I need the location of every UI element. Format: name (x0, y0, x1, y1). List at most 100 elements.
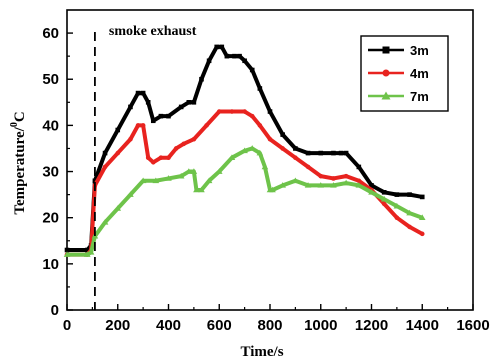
data-point (330, 182, 337, 188)
series-line (67, 44, 423, 252)
data-point (140, 123, 146, 128)
legend-label: 4m (410, 66, 429, 81)
data-point (356, 164, 362, 170)
data-point (305, 164, 311, 170)
data-point (394, 215, 400, 220)
data-point (407, 192, 412, 197)
legend-item-7m: 7m (368, 89, 429, 104)
data-point (318, 173, 324, 179)
data-point (257, 86, 263, 91)
series-4m (64, 109, 425, 257)
data-point (186, 100, 192, 105)
data-point (145, 155, 151, 160)
data-point (304, 182, 312, 188)
y-tick-label: 10 (42, 256, 59, 273)
data-point (393, 202, 401, 209)
x-tick-label: 1600 (456, 317, 489, 334)
data-point (216, 109, 222, 114)
data-point (317, 182, 325, 188)
axis-layer: 0 200 400 600 800 1000 1200 1400 1600 0 10 20 30 40 50… (42, 25, 489, 334)
data-point (224, 53, 230, 59)
legend-swatch-marker (382, 69, 390, 77)
data-point (331, 176, 336, 181)
data-point (261, 163, 269, 170)
data-point (145, 100, 151, 105)
data-point (92, 178, 98, 184)
data-point (84, 251, 91, 257)
legend-box (360, 35, 449, 112)
data-point (127, 191, 134, 197)
data-point (128, 104, 133, 110)
data-point (150, 118, 156, 124)
data-point (115, 127, 121, 133)
legend-item-3m: 3m (368, 43, 429, 58)
legend-label: 3m (410, 43, 429, 58)
data-point (368, 189, 375, 195)
data-point (135, 123, 141, 128)
data-point (279, 182, 286, 188)
data-point (356, 178, 362, 184)
series-line (67, 146, 423, 257)
legend-item-4m: 4m (368, 66, 429, 81)
series-layer (63, 44, 426, 257)
data-point (215, 168, 223, 174)
data-point (267, 136, 273, 142)
data-point (280, 132, 285, 137)
data-point (87, 249, 95, 255)
data-point (249, 113, 255, 119)
data-point (64, 247, 70, 253)
data-point (102, 150, 108, 156)
data-point (205, 177, 213, 184)
data-point (406, 209, 413, 216)
y-tick-label: 20 (42, 210, 59, 227)
data-point (249, 67, 255, 73)
data-point (257, 123, 263, 128)
y-tick-label: 0 (51, 302, 59, 319)
data-point (241, 147, 248, 154)
data-point (158, 113, 164, 119)
x-tick-label: 800 (257, 317, 282, 334)
data-point (128, 136, 133, 142)
data-point (232, 53, 237, 59)
data-point (419, 231, 425, 237)
data-point (355, 182, 363, 188)
data-point (343, 173, 349, 179)
data-point (305, 150, 311, 156)
data-point (199, 76, 204, 82)
data-point (191, 136, 197, 142)
data-point (102, 164, 108, 170)
data-point (204, 123, 209, 128)
data-point (115, 150, 121, 156)
data-point (150, 160, 156, 165)
data-point (292, 177, 299, 184)
data-point (85, 247, 90, 253)
data-point (214, 44, 220, 50)
data-point (152, 177, 160, 184)
legend-swatch-marker (382, 46, 390, 54)
data-point (185, 168, 193, 174)
data-point (173, 146, 179, 151)
data-point (140, 90, 146, 96)
data-point (280, 146, 285, 151)
data-point (267, 109, 273, 114)
data-point (380, 195, 388, 202)
legend-label: 7m (410, 89, 429, 104)
data-point (381, 190, 387, 195)
data-point (293, 146, 298, 151)
data-point (139, 177, 147, 184)
legend-items: 3m 4m 7m (368, 43, 429, 104)
data-point (166, 113, 171, 119)
data-point (318, 150, 324, 156)
data-point (228, 154, 236, 160)
x-axis-title: Time/s (240, 344, 283, 360)
data-point (206, 58, 212, 64)
series-3m (64, 44, 425, 253)
data-point (63, 251, 71, 257)
data-point (229, 109, 235, 114)
x-tick-label: 200 (105, 317, 130, 334)
data-point (394, 192, 400, 197)
data-point (237, 53, 242, 59)
data-point (342, 179, 350, 186)
series-7m (63, 145, 426, 257)
x-tick-label: 600 (207, 317, 232, 334)
